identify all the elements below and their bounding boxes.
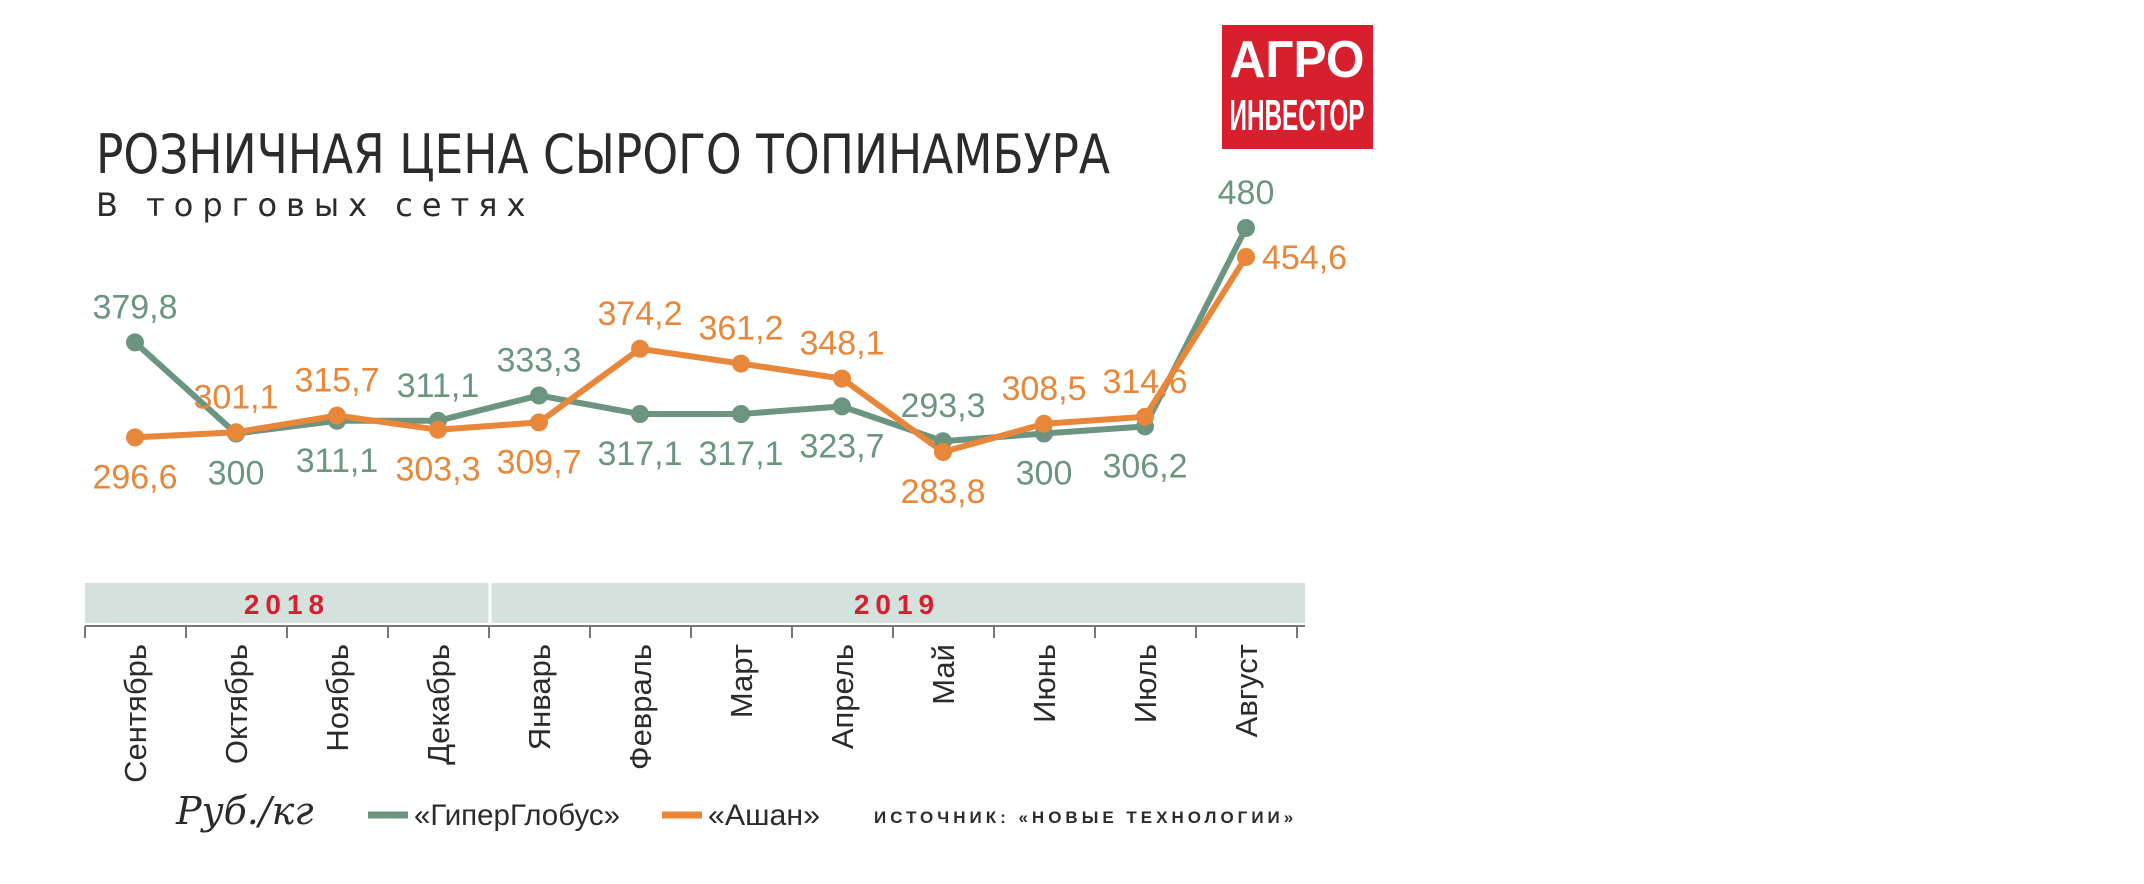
data-point (1237, 219, 1255, 237)
x-axis-labels: Сентябрь Октябрь Ноябрь Декабрь Январь Феврал… (118, 644, 1264, 783)
x-tick-label: Декабрь (421, 644, 456, 765)
data-label: 374,2 (597, 295, 682, 333)
data-point (227, 423, 245, 442)
x-tick-label: Апрель (825, 644, 860, 749)
x-tick-label: Май (926, 644, 961, 705)
data-label: 454,6 (1262, 239, 1347, 277)
data-label: 308,5 (1001, 370, 1086, 408)
data-label: 300 (208, 455, 265, 493)
data-label: 317,1 (698, 435, 783, 473)
x-tick-label: Июнь (1027, 644, 1062, 723)
legend: Руб./кг «ГиперГлобус» «Ашан» ИСТОЧНИК: «… (175, 789, 1297, 833)
data-point (429, 420, 447, 439)
unit-label: Руб./кг (175, 789, 314, 833)
data-point (328, 406, 346, 425)
x-tick-label: Февраль (623, 644, 658, 770)
data-label: 315,7 (294, 362, 379, 400)
data-label: 348,1 (799, 325, 884, 363)
logo-background (1222, 25, 1373, 149)
data-point (631, 339, 649, 358)
logo-line1: АГРО (1230, 31, 1365, 89)
year-label-2018: 2018 (244, 589, 330, 620)
logo: АГРО ИНВЕСТОР (1222, 25, 1373, 149)
x-tick-label: Август (1229, 644, 1264, 737)
logo-line2: ИНВЕСТОР (1230, 91, 1365, 140)
series-line (132, 225, 1249, 445)
data-label: 300 (1016, 455, 1073, 493)
data-label: 480 (1218, 174, 1275, 212)
data-label: 296,6 (92, 458, 177, 496)
data-label: 311,1 (397, 367, 480, 405)
data-point (833, 397, 851, 416)
data-point (1035, 414, 1053, 433)
data-label: 317,1 (597, 435, 682, 473)
data-label: 333,3 (496, 342, 581, 380)
data-point (732, 354, 750, 373)
x-tick-label: Сентябрь (118, 644, 153, 783)
data-point (833, 369, 851, 388)
legend-label-auchan: «Ашан» (708, 799, 820, 832)
data-label: 306,2 (1102, 447, 1187, 485)
data-point (1237, 248, 1255, 266)
data-label: 379,8 (92, 288, 177, 326)
year-label-2019: 2019 (854, 589, 940, 620)
data-label: 314,6 (1102, 363, 1187, 401)
x-tick-label: Март (724, 644, 759, 718)
data-point (126, 333, 144, 352)
year-band: 2018 2019 (85, 583, 1305, 623)
data-labels: 379,8 296,6 301,1 300 315,7 311,1 311,1 303,3 33… (92, 174, 1347, 511)
data-label: 361,2 (698, 310, 783, 348)
data-point (1136, 407, 1154, 426)
data-point (631, 405, 649, 423)
data-label: 293,3 (900, 387, 985, 425)
data-point (530, 386, 548, 405)
x-tick-label: Октябрь (219, 644, 254, 764)
x-tick-label: Июль (1128, 644, 1163, 723)
x-tick-label: Январь (522, 644, 557, 750)
data-label: 323,7 (799, 427, 884, 465)
data-label: 309,7 (496, 443, 581, 481)
data-point (934, 443, 952, 461)
x-tick-label: Ноябрь (320, 644, 355, 752)
data-label: 303,3 (395, 451, 480, 489)
data-point (126, 428, 144, 447)
data-point (530, 413, 548, 432)
data-label: 311,1 (296, 442, 379, 480)
chart-title: РОЗНИЧНАЯ ЦЕНА СЫРОГО ТОПИНАМБУРА (96, 123, 1110, 186)
legend-label-hyperglobus: «ГиперГлобус» (414, 799, 620, 832)
data-label: 283,8 (900, 473, 985, 511)
data-point (732, 405, 750, 423)
series-layer (126, 219, 1255, 461)
x-axis-ticks (84, 626, 1298, 638)
series-line (132, 254, 1249, 455)
data-label: 301,1 (193, 378, 278, 416)
source-note: ИСТОЧНИК: «НОВЫЕ ТЕХНОЛОГИИ» (874, 808, 1297, 827)
year-band-background (85, 583, 1305, 623)
chart-subtitle: В торговых сетях (96, 186, 534, 224)
